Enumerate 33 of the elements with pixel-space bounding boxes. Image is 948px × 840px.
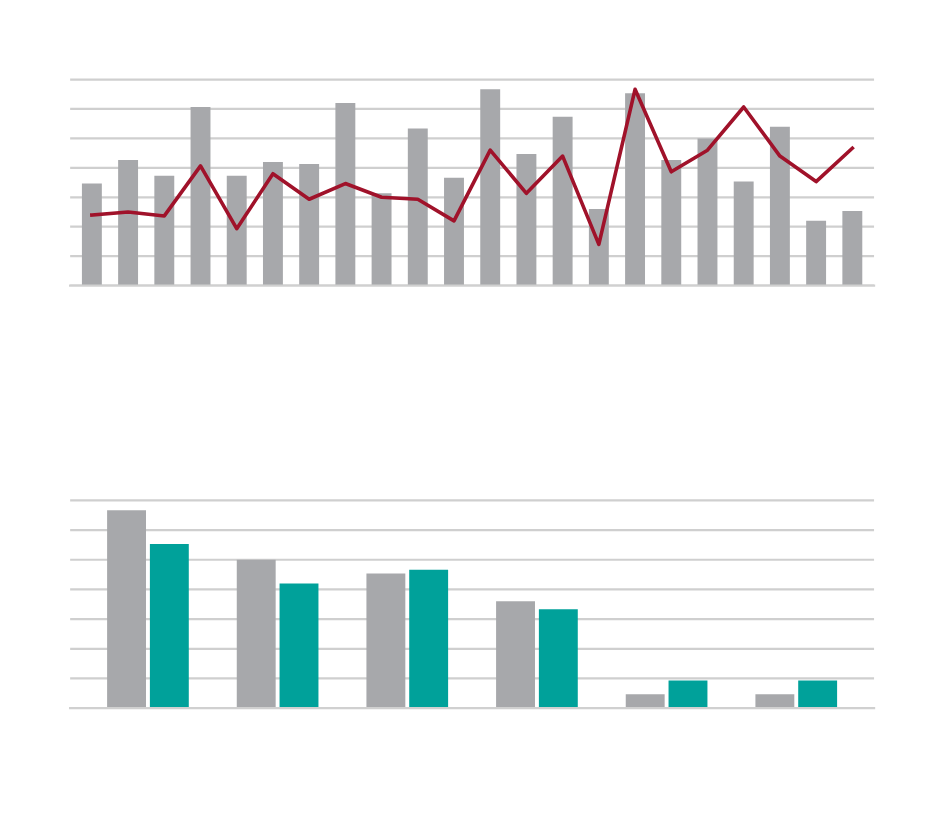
bar — [769, 126, 790, 286]
bar — [755, 694, 795, 709]
bar — [154, 175, 175, 286]
bar — [806, 220, 827, 286]
bar — [409, 569, 449, 709]
bar — [842, 211, 863, 286]
bar — [538, 609, 578, 709]
bar — [226, 175, 247, 286]
bar — [407, 128, 428, 286]
bar — [661, 159, 682, 286]
bar — [444, 177, 464, 286]
bar — [668, 680, 708, 709]
bar — [496, 601, 535, 709]
bar — [149, 543, 189, 709]
bar — [371, 193, 392, 286]
bar — [625, 694, 665, 709]
bar — [236, 559, 276, 709]
bar — [697, 138, 718, 286]
bar — [480, 89, 501, 286]
bar — [733, 181, 754, 286]
bar — [299, 163, 320, 286]
bar — [279, 583, 319, 709]
bar — [335, 103, 356, 286]
bar — [625, 93, 646, 286]
bar — [190, 107, 211, 286]
bar — [118, 159, 139, 286]
bar — [366, 573, 406, 709]
bar — [516, 154, 537, 286]
bar — [798, 680, 838, 709]
bar — [81, 183, 102, 286]
bar — [107, 510, 146, 709]
bar — [552, 116, 573, 286]
bar — [262, 161, 283, 286]
